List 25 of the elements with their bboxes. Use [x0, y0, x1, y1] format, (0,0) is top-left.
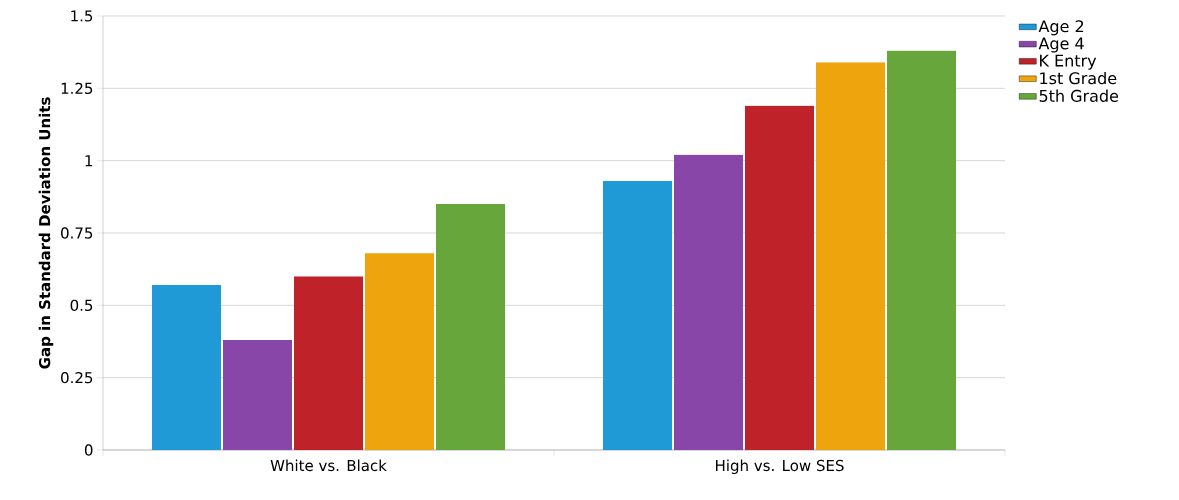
- x-tick-label: High vs. Low SES: [716, 459, 844, 475]
- bar: [816, 62, 885, 450]
- bar: [603, 180, 672, 450]
- bar: [674, 154, 743, 450]
- y-tick-label: 1.25: [61, 82, 93, 95]
- x-tick-label: White vs. Black: [270, 459, 387, 472]
- y-tick-label: 0: [84, 444, 93, 456]
- legend-label: 1st Grade: [1040, 71, 1117, 85]
- bar: [294, 276, 364, 450]
- y-axis-title: Gap in Standard Deviation Units: [38, 97, 54, 369]
- y-tick-label: 0.25: [61, 371, 93, 384]
- bar: [745, 105, 814, 450]
- bar: [436, 204, 505, 450]
- bar: [152, 285, 222, 450]
- bar: [887, 50, 956, 450]
- legend-label: Age 4: [1038, 37, 1084, 53]
- bar: [223, 340, 293, 450]
- legend-label: K Entry: [1040, 54, 1097, 70]
- bar: [365, 253, 435, 450]
- legend-label: Age 2: [1038, 20, 1084, 36]
- y-tick-label: 1.5: [71, 10, 93, 22]
- y-tick-label: 0.75: [61, 227, 93, 239]
- y-tick-label: 0.5: [70, 299, 93, 311]
- y-tick-label: 1: [85, 155, 93, 167]
- legend-label: 5th Grade: [1039, 89, 1119, 102]
